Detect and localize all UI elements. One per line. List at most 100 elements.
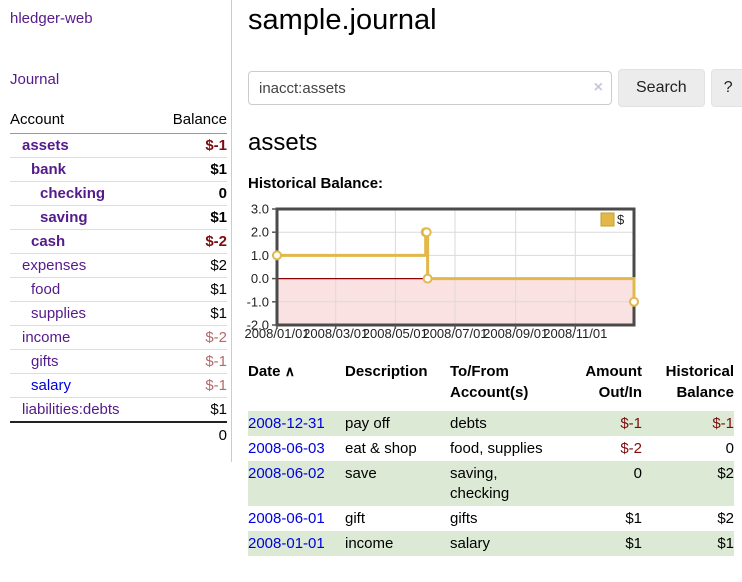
transaction-description: income xyxy=(345,534,394,552)
account-balance: $-2 xyxy=(205,233,227,250)
journal-link[interactable]: Journal xyxy=(10,71,60,88)
account-row-saving: saving $1 xyxy=(10,206,227,230)
transaction-row: 2008-01-01 income salary $1 $1 xyxy=(248,531,734,557)
account-row-salary: salary $-1 xyxy=(10,374,227,398)
search-button[interactable]: Search xyxy=(618,69,705,108)
account-link[interactable]: expenses xyxy=(22,257,87,274)
account-link[interactable]: income xyxy=(22,329,71,346)
accounts-total-value: 0 xyxy=(218,427,227,444)
transaction-description: eat & shop xyxy=(345,439,417,457)
account-row-bank: bank $1 xyxy=(10,158,227,182)
account-balance: $-1 xyxy=(205,377,227,394)
account-balance: $1 xyxy=(210,281,227,298)
app-title: hledger-web xyxy=(10,10,226,27)
account-row-food: food $1 xyxy=(10,278,227,302)
account-link[interactable]: cash xyxy=(31,233,66,250)
nav-journal: Journal xyxy=(10,71,226,88)
transaction-accounts: food, supplies xyxy=(450,439,543,457)
account-link[interactable]: liabilities:debts xyxy=(22,401,120,418)
account-row-expenses: expenses $2 xyxy=(10,254,227,278)
accounts-table: Account Balance assets $-1 bank $1 check… xyxy=(10,108,227,448)
accounts-table-header: Account Balance xyxy=(10,108,227,134)
account-row-checking: checking 0 xyxy=(10,182,227,206)
svg-text:2.0: 2.0 xyxy=(251,225,269,240)
chart-container: 3.0 2.0 1.0 0.0 -1.0 -2.0 2008/01/01 2008/03/01… xyxy=(244,201,734,343)
svg-text:2008/09/01: 2008/09/01 xyxy=(483,326,548,341)
sort-ascending-icon: ∧ xyxy=(284,363,295,380)
account-balance: $2 xyxy=(210,257,227,274)
transaction-row: 2008-12-31 pay off debts $-1 $-1 xyxy=(248,411,734,437)
search-input[interactable] xyxy=(248,71,612,106)
transaction-row: 2008-06-02 save saving, checking 0 $2 xyxy=(248,461,734,507)
transaction-accounts: debts xyxy=(450,414,487,432)
header-date[interactable]: Date ∧ xyxy=(248,361,345,411)
svg-text:-1.0: -1.0 xyxy=(247,295,269,310)
svg-text:1.0: 1.0 xyxy=(251,248,269,263)
transaction-balance: $-1 xyxy=(712,414,734,432)
svg-text:2008/05/01: 2008/05/01 xyxy=(363,326,428,341)
account-balance: $-2 xyxy=(205,329,227,346)
account-link[interactable]: food xyxy=(31,281,61,298)
svg-text:2008/07/01: 2008/07/01 xyxy=(422,326,487,341)
account-balance: $1 xyxy=(210,305,227,322)
transaction-date-link[interactable]: 2008-12-31 xyxy=(248,414,325,432)
transaction-date-link[interactable]: 2008-06-03 xyxy=(248,439,325,457)
account-heading: assets xyxy=(248,129,318,157)
account-balance: $-1 xyxy=(205,353,227,370)
accounts-total-row: 0 xyxy=(10,421,227,448)
account-row-liabilities-debts: liabilities:debts $1 xyxy=(10,398,227,421)
transaction-balance: $2 xyxy=(717,464,734,482)
balance-column-header: Balance xyxy=(172,111,227,128)
svg-text:0.0: 0.0 xyxy=(251,271,269,286)
app-title-link[interactable]: hledger-web xyxy=(10,10,93,27)
register-header-row: Date ∧ Description To/From Account(s) Am… xyxy=(248,361,734,411)
transaction-description: gift xyxy=(345,509,366,527)
svg-text:-2.0: -2.0 xyxy=(247,318,269,333)
transaction-amount: $1 xyxy=(625,534,642,552)
transaction-balance: 0 xyxy=(725,439,734,457)
account-link[interactable]: bank xyxy=(31,161,67,178)
header-amount: Amount Out/In xyxy=(585,363,642,402)
sidebar: hledger-web Journal Account Balance asse… xyxy=(0,0,232,462)
transaction-row: 2008-06-03 eat & shop food, supplies $-2… xyxy=(248,436,734,461)
header-tofrom-accounts: To/From Account(s) xyxy=(450,363,529,402)
svg-text:$: $ xyxy=(617,212,625,227)
account-link[interactable]: salary xyxy=(31,377,72,394)
transaction-accounts: salary xyxy=(450,534,491,552)
account-link[interactable]: assets xyxy=(22,137,69,154)
account-row-supplies: supplies $1 xyxy=(10,302,227,326)
transaction-accounts: gifts xyxy=(450,509,478,527)
svg-text:3.0: 3.0 xyxy=(251,202,269,217)
account-link[interactable]: saving xyxy=(40,209,88,226)
transaction-amount: $-2 xyxy=(620,439,642,457)
account-link[interactable]: checking xyxy=(40,185,106,202)
clear-search-icon[interactable]: × xyxy=(593,79,603,97)
account-balance: 0 xyxy=(218,185,227,202)
svg-text:2008/03/01: 2008/03/01 xyxy=(303,326,368,341)
account-row-cash: cash $-2 xyxy=(10,230,227,254)
transaction-description: save xyxy=(345,464,377,482)
page-title: sample.journal xyxy=(248,4,437,36)
transaction-amount: $1 xyxy=(625,509,642,527)
search-help-button[interactable]: ? xyxy=(710,69,742,108)
account-balance: $1 xyxy=(210,161,227,178)
account-column-header: Account xyxy=(10,111,65,128)
account-link[interactable]: supplies xyxy=(31,305,87,322)
account-balance: $-1 xyxy=(205,137,227,154)
account-balance: $1 xyxy=(210,209,227,226)
chart-title: Historical Balance: xyxy=(248,175,384,193)
transaction-date-link[interactable]: 2008-06-01 xyxy=(248,509,325,527)
header-date-label: Date xyxy=(248,363,281,381)
transaction-accounts: saving, checking xyxy=(450,464,510,502)
transaction-row: 2008-06-01 gift gifts $1 $2 xyxy=(248,506,734,531)
register-table: Date ∧ Description To/From Account(s) Am… xyxy=(248,361,734,557)
transaction-date-link[interactable]: 2008-01-01 xyxy=(248,534,325,552)
svg-text:2008/01/01: 2008/01/01 xyxy=(244,326,309,341)
account-link[interactable]: gifts xyxy=(31,353,59,370)
transaction-date-link[interactable]: 2008-06-02 xyxy=(248,464,325,482)
header-historical-balance: Historical Balance xyxy=(665,363,734,402)
account-row-income: income $-2 xyxy=(10,326,227,350)
historical-balance-chart: 3.0 2.0 1.0 0.0 -1.0 -2.02008/01/012008/03/01… xyxy=(244,202,639,341)
transaction-balance: $2 xyxy=(717,509,734,527)
account-row-assets: assets $-1 xyxy=(10,134,227,158)
